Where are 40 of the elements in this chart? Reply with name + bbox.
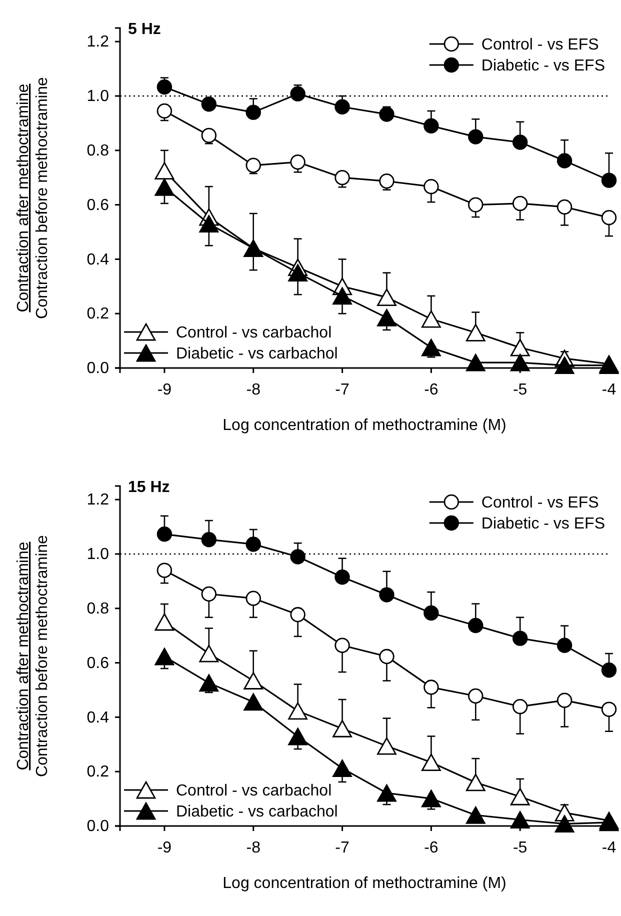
y-tick-label: 1.0 (86, 546, 110, 564)
x-tick-label: -4 (602, 839, 616, 856)
y-tick-label: 1.2 (86, 492, 110, 509)
y-tick-label: 1.2 (86, 34, 110, 51)
x-tick-label: -9 (157, 839, 172, 856)
x-tick-label: -8 (246, 381, 261, 398)
y-tick-label: 0.0 (86, 360, 110, 378)
chart-title: 15 Hz (128, 479, 170, 496)
legend-label: Diabetic - vs carbachol (176, 804, 338, 821)
y-tick-label: 0.2 (86, 306, 110, 323)
x-tick-label: -4 (602, 381, 616, 398)
x-tick-label: -7 (335, 839, 350, 856)
legend-label: Diabetic - vs EFS (481, 58, 605, 75)
x-tick-label: -9 (157, 381, 172, 398)
y-tick-label: 0.6 (86, 196, 110, 214)
y-tick-label: 0.8 (86, 600, 110, 618)
y-tick-label: 0.4 (86, 709, 110, 726)
x-tick-label: -6 (424, 381, 438, 398)
x-tick-label: -8 (246, 839, 261, 856)
y-tick-label: 1.0 (86, 88, 110, 106)
x-tick-label: -5 (512, 381, 528, 398)
legend-label: Control - vs carbachol (176, 324, 332, 342)
x-tick-label: -6 (424, 839, 438, 856)
y-tick-label: 0.4 (86, 251, 110, 268)
x-axis-title: Log concentration of methoctramine (M) (222, 417, 506, 434)
y-tick-label: 0.2 (86, 764, 110, 781)
y-axis-title: Contraction after methoctramine Contraction before methoctramine (15, 76, 52, 319)
legend-label: Control - vs carbachol (176, 782, 332, 800)
legend-label: Control - vs EFS (481, 494, 599, 512)
y-axis-title: Contraction after methoctramine Contraction before methoctramine (15, 534, 52, 777)
legend-label: Diabetic - vs EFS (481, 516, 605, 533)
legend-label: Diabetic - vs carbachol (176, 346, 338, 363)
chart-title: 5 Hz (128, 21, 161, 38)
y-tick-label: 0.8 (86, 142, 110, 160)
x-axis-title: Log concentration of methoctramine (M) (222, 875, 506, 892)
x-tick-label: -5 (512, 839, 528, 856)
y-tick-label: 0.6 (86, 654, 110, 672)
x-tick-label: -7 (335, 381, 350, 398)
legend-label: Control - vs EFS (481, 36, 599, 54)
y-tick-label: 0.0 (86, 818, 110, 836)
